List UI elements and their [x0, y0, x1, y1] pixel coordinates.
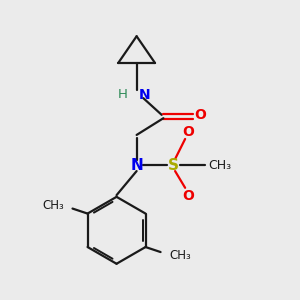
Text: S: S [168, 158, 179, 172]
Text: O: O [182, 189, 194, 203]
Text: O: O [182, 124, 194, 139]
Text: CH₃: CH₃ [169, 249, 191, 262]
Text: H: H [117, 88, 127, 101]
Text: N: N [138, 88, 150, 102]
Text: CH₃: CH₃ [42, 199, 64, 212]
Text: CH₃: CH₃ [209, 159, 232, 172]
Text: O: O [194, 108, 206, 122]
Text: N: N [130, 158, 143, 172]
